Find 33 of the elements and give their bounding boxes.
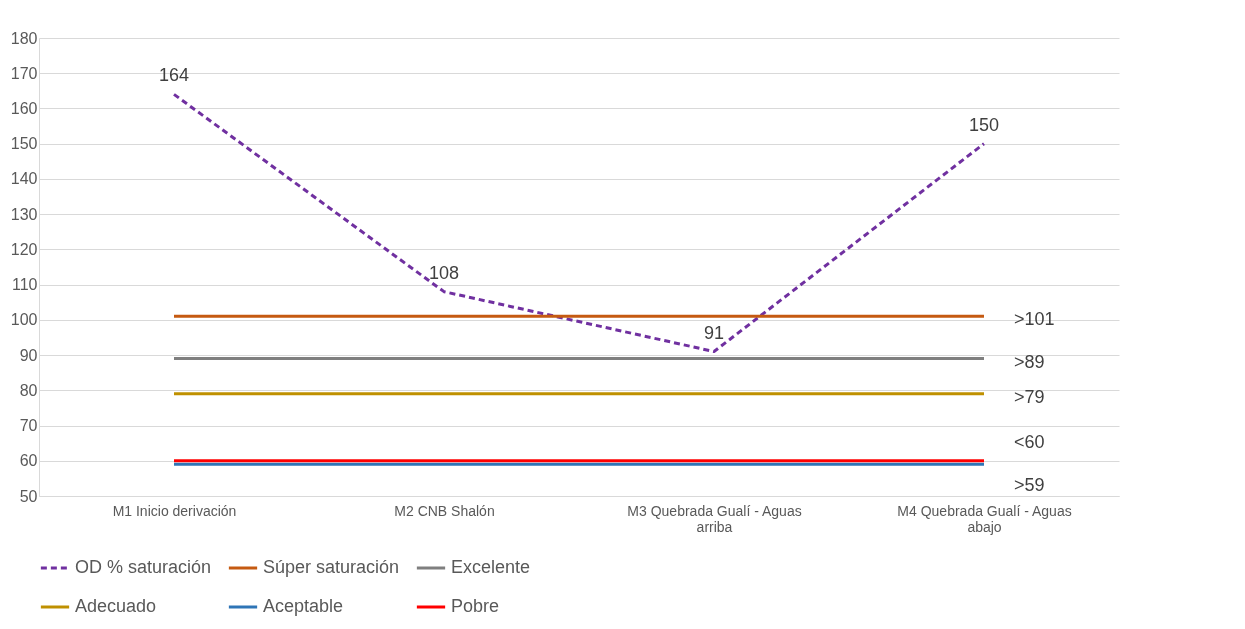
x-tick-label: M3 Quebrada Gualí - Aguas arriba (627, 502, 802, 535)
legend-label: Excelente (451, 557, 531, 577)
y-tick-label: 180 (10, 29, 38, 47)
data-label: 91 (703, 322, 725, 343)
y-tick-label: 160 (10, 99, 38, 117)
data-label: >59 (1014, 475, 1045, 496)
y-tick-label: 140 (10, 170, 38, 188)
y-tick-label: 130 (10, 205, 38, 223)
legend-label: Aceptable (263, 596, 344, 616)
y-tick-label: 60 (19, 452, 38, 470)
y-tick-label: 120 (10, 240, 38, 258)
y-tick-label: 150 (10, 135, 38, 153)
x-tick-label: M1 Inicio derivación (112, 502, 237, 519)
y-tick-label: 70 (19, 417, 38, 435)
legend-label: OD % saturación (75, 557, 212, 577)
x-tick-label: M2 CNB Shalón (394, 502, 495, 519)
data-label: 164 (158, 65, 190, 86)
y-tick-label: 80 (19, 381, 38, 399)
legend-label: Súper saturación (263, 557, 400, 577)
legend-label: Pobre (451, 596, 500, 616)
data-label: 108 (428, 262, 460, 283)
y-tick-label: 110 (11, 276, 38, 294)
x-tick-label: M4 Quebrada Gualí - Aguas abajo (897, 502, 1072, 535)
y-tick-label: 90 (19, 346, 38, 364)
data-label: <60 (1014, 431, 1045, 452)
legend-label: Adecuado (75, 596, 157, 616)
y-tick-label: 170 (10, 64, 38, 82)
y-tick-label: 50 (19, 487, 38, 505)
data-label: 150 (968, 114, 1000, 135)
data-label: >79 (1014, 386, 1045, 407)
data-label: >89 (1014, 351, 1045, 372)
data-label: >101 (1014, 309, 1055, 330)
y-tick-label: 100 (10, 311, 38, 329)
